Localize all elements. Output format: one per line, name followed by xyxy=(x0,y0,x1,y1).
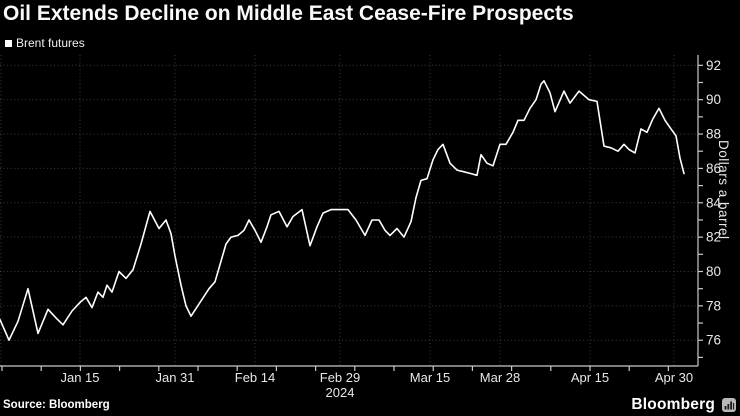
svg-text:Feb 29: Feb 29 xyxy=(320,370,360,385)
legend: Brent futures xyxy=(5,36,85,50)
y-gridlines xyxy=(0,64,698,341)
svg-text:Mar 15: Mar 15 xyxy=(410,370,450,385)
legend-marker-icon xyxy=(5,39,12,47)
chart-title: Oil Extends Decline on Middle East Cease… xyxy=(3,2,574,25)
svg-text:Apr 30: Apr 30 xyxy=(655,370,693,385)
svg-text:88: 88 xyxy=(706,127,721,142)
svg-text:90: 90 xyxy=(706,92,721,107)
brent-line xyxy=(0,80,685,342)
legend-label: Brent futures xyxy=(16,36,85,50)
source-note: Source: Bloomberg xyxy=(3,399,110,411)
y-axis-title: Dollars a barrel xyxy=(716,140,731,240)
svg-text:Apr 15: Apr 15 xyxy=(571,370,609,385)
svg-text:92: 92 xyxy=(706,58,721,73)
svg-text:82: 82 xyxy=(706,230,721,245)
bloomberg-wordmark: Bloomberg xyxy=(631,396,715,413)
svg-text:76: 76 xyxy=(706,333,721,348)
footer: Source: Bloomberg Bloomberg xyxy=(0,396,740,414)
bloomberg-logo: Bloomberg xyxy=(631,396,736,414)
svg-text:80: 80 xyxy=(706,264,721,279)
axes xyxy=(0,55,699,367)
bar-chart-logo-icon xyxy=(722,398,736,412)
svg-text:Jan 31: Jan 31 xyxy=(155,370,194,385)
svg-text:Mar 28: Mar 28 xyxy=(480,370,520,385)
svg-text:Feb 14: Feb 14 xyxy=(235,370,275,385)
x-ticks xyxy=(1,366,670,371)
svg-text:86: 86 xyxy=(706,161,721,176)
svg-text:84: 84 xyxy=(706,195,722,210)
y-tick-labels: 76 78 80 82 84 86 88 90 92 xyxy=(698,58,722,359)
x-gridlines xyxy=(0,55,675,366)
svg-text:2024: 2024 xyxy=(326,385,355,400)
svg-text:Jan 15: Jan 15 xyxy=(60,370,99,385)
svg-text:78: 78 xyxy=(706,298,721,313)
